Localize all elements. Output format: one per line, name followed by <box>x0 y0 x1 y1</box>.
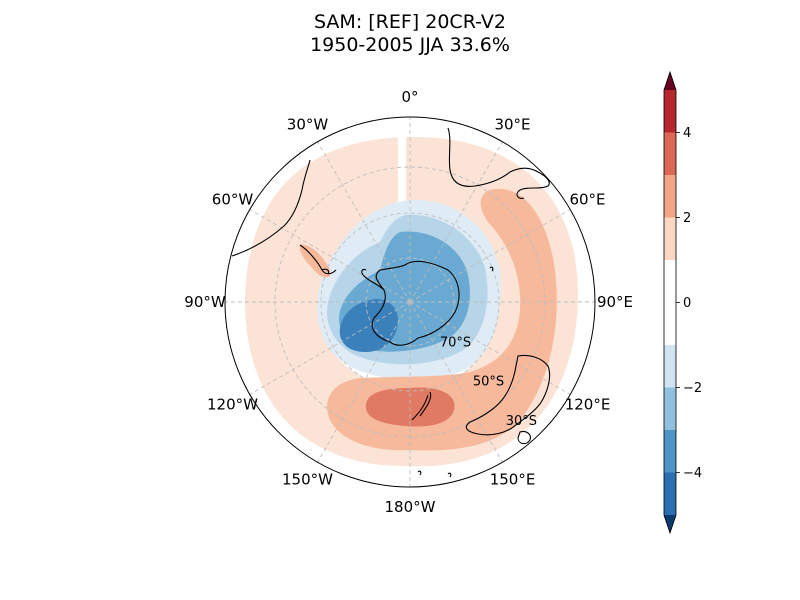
colorbar-segment <box>664 345 676 388</box>
polar-map: 0° 30°E 60°E 90°E 120°E 150°E 180°W 150°W 120°W 9… <box>184 88 633 516</box>
colorbar-over-extension <box>664 72 676 90</box>
meridian-line <box>409 209 571 303</box>
coast-tasmania <box>517 430 531 445</box>
map-boundary <box>224 116 596 488</box>
coast-island-b <box>447 472 452 478</box>
colorbar-segment <box>664 430 676 473</box>
coast-island-c <box>489 266 494 272</box>
colorbar-segment <box>664 90 676 133</box>
longitude-label: 90°W <box>184 293 226 311</box>
colorbar-segment <box>664 472 676 515</box>
coast-antarctica <box>371 260 460 346</box>
coast-antarctic-peninsula <box>361 268 385 291</box>
colorbar-tick-label: 2 <box>683 211 691 226</box>
longitude-label: 0° <box>401 88 418 106</box>
colorbar-frame <box>663 70 677 535</box>
longitude-label: 90°E <box>597 293 633 311</box>
contour-mid-red-crescent <box>327 188 557 451</box>
contour-gap <box>398 130 406 205</box>
lon-gridlines <box>225 117 595 487</box>
coast-south-america <box>231 159 337 275</box>
colorbar-tick-label: 0 <box>683 296 691 311</box>
contour-dark-red <box>365 387 455 427</box>
latitude-label: 30°S <box>506 414 537 429</box>
longitude-label: 150°E <box>490 471 536 489</box>
colorbar-segment <box>664 175 676 218</box>
colorbar: −4 −2 0 2 4 <box>663 70 702 535</box>
meridian-line <box>249 209 411 303</box>
longitude-label: 30°W <box>287 116 329 134</box>
colorbar-tick-label: −4 <box>683 466 702 481</box>
colorbar-under-extension <box>664 515 676 533</box>
longitude-label: 120°E <box>565 396 611 414</box>
colorbar-segment <box>664 132 676 175</box>
colorbar-segment <box>664 217 676 260</box>
colorbar-tick-label: −2 <box>683 381 702 396</box>
colorbar-segment <box>664 387 676 430</box>
longitude-label: 60°W <box>212 191 254 209</box>
latitude-labels: 70°S 50°S 30°S <box>440 335 537 429</box>
longitude-label: 150°W <box>282 471 333 489</box>
chart-title-line1: SAM: [REF] 20CR-V2 <box>314 11 506 33</box>
meridian-line <box>317 141 411 303</box>
longitude-label: 30°E <box>494 116 530 134</box>
coast-australia <box>465 354 551 436</box>
colorbar-tick-label: 4 <box>683 126 691 141</box>
longitude-labels: 0° 30°E 60°E 90°E 120°E 150°E 180°W 150°W 120°W 9… <box>184 88 633 516</box>
coast-africa <box>447 127 550 199</box>
meridian-line <box>249 301 411 395</box>
coast-new-zealand <box>411 391 432 421</box>
longitude-label: 60°E <box>569 191 605 209</box>
latitude-label: 50°S <box>473 375 504 390</box>
meridian-line <box>409 301 571 395</box>
meridian-line <box>317 301 411 463</box>
meridian-line <box>409 141 503 303</box>
meridian-line <box>409 301 503 463</box>
colorbar-segment <box>664 260 676 345</box>
longitude-label: 180°W <box>385 498 436 516</box>
chart-title-line2: 1950-2005 JJA 33.6% <box>310 34 510 56</box>
longitude-label: 120°W <box>207 396 258 414</box>
coastlines <box>231 127 551 478</box>
coast-island-a <box>417 470 422 476</box>
latitude-label: 70°S <box>440 335 471 350</box>
